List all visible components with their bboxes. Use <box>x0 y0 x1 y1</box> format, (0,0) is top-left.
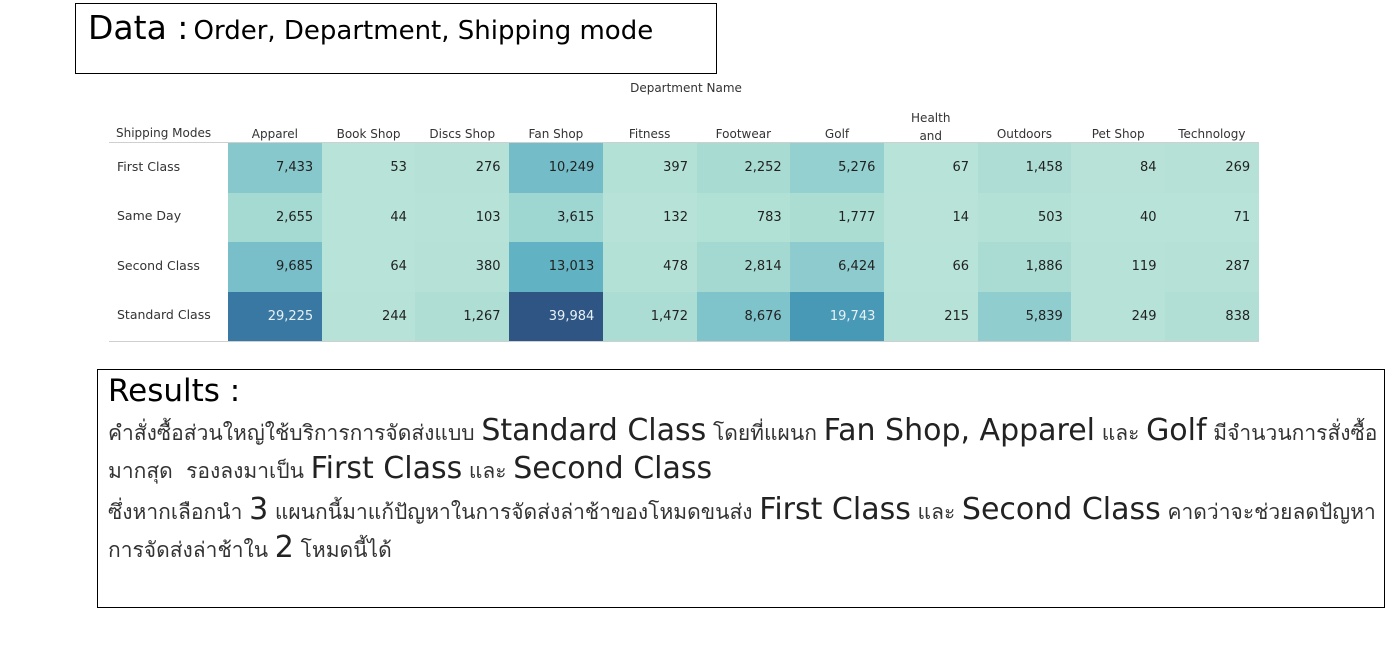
heatmap-cell: 2,655 <box>228 192 323 242</box>
heatmap-cell: 838 <box>1165 291 1260 341</box>
results-text-segment: First Class <box>310 451 463 486</box>
row-label: Second Class <box>117 257 200 273</box>
column-group-label: Department Name <box>630 81 742 95</box>
heatmap-cell: 3,615 <box>509 192 604 242</box>
column-header: Book Shop <box>336 127 401 141</box>
results-text-segment: มีจำนวนการสั่งซื้อมากสุด รองลงมาเป็น <box>108 421 1378 483</box>
heatmap-cell: 276 <box>415 143 510 193</box>
data-title-fields: Order, Department, Shipping mode <box>193 16 654 46</box>
header-divider <box>109 142 1259 143</box>
heatmap-cell: 132 <box>602 192 697 242</box>
heatmap-cell: 1,458 <box>977 143 1072 193</box>
heatmap-cell: 1,472 <box>602 291 697 341</box>
row-label: Same Day <box>117 208 182 224</box>
heatmap-cell: 287 <box>1165 242 1260 292</box>
heatmap-cell: 478 <box>602 242 697 292</box>
heatmap-cell: 397 <box>602 143 697 193</box>
heatmap-cell: 1,886 <box>977 242 1072 292</box>
heatmap-cell: 64 <box>321 242 416 292</box>
results-text-segment: โหมดนี้ได้ <box>293 538 392 562</box>
heatmap-cell: 6,424 <box>790 242 885 292</box>
column-header: Fitness <box>628 127 671 141</box>
heatmap-cell: 2,814 <box>696 242 791 292</box>
heatmap-cell: 71 <box>1165 192 1260 242</box>
column-header: Footwear <box>715 127 772 141</box>
heatmap-chart: Department Name Shipping Modes Apparel Bo… <box>109 78 1263 343</box>
heatmap-cell: 1,777 <box>790 192 885 242</box>
heatmap-cell: 14 <box>883 192 979 242</box>
heatmap-cell: 5,276 <box>790 143 885 193</box>
heatmap-cell: 215 <box>883 291 979 341</box>
column-header: Apparel <box>251 127 298 141</box>
results-paragraph-2: ซึ่งหากเลือกนำ 3 แผนกนี้มาแก้ปัญหาในการจ… <box>108 492 1384 568</box>
results-text-segment: 2 <box>274 530 294 565</box>
heatmap-cell: 7,433 <box>228 143 323 193</box>
results-text-segment: แผนกนี้มาแก้ปัญหาในการจัดส่งล่าช้าของโหม… <box>268 500 760 524</box>
bottom-divider <box>109 341 1259 342</box>
results-text-segment: คาดว่าจะช่วยลดปัญหาการจัดส่งล่าช้าใน <box>108 500 1376 562</box>
heatmap-cell: 380 <box>415 242 510 292</box>
row-header-title: Shipping Modes <box>116 126 212 140</box>
results-box: Results : คำสั่งซื้อส่วนใหญ่ใช้บริการการ… <box>97 369 1385 608</box>
heatmap-cell: 9,685 <box>228 242 323 292</box>
heatmap-cell: 44 <box>321 192 416 242</box>
heatmap-cell: 103 <box>415 192 510 242</box>
column-header: Discs Shop <box>429 127 496 141</box>
heatmap-cell: 66 <box>883 242 979 292</box>
data-title-label: Data : <box>88 8 189 47</box>
heatmap-cell: 119 <box>1071 242 1166 292</box>
results-text-segment: และ <box>910 500 962 524</box>
heatmap-cell: 783 <box>696 192 791 242</box>
results-paragraph-1: คำสั่งซื้อส่วนใหญ่ใช้บริการการจัดส่งแบบ … <box>108 413 1384 489</box>
heatmap-cell: 40 <box>1071 192 1166 242</box>
heatmap-cell: 8,676 <box>696 291 791 341</box>
heatmap-cell: 269 <box>1165 143 1260 193</box>
heatmap-cell: 1,267 <box>415 291 510 341</box>
heatmap-cell: 5,839 <box>977 291 1072 341</box>
results-text-segment: Golf <box>1146 413 1207 448</box>
column-header: Fan Shop <box>528 127 584 141</box>
column-header: Outdoors <box>996 127 1053 141</box>
row-label: First Class <box>117 158 181 174</box>
heatmap-cell: 13,013 <box>509 242 604 292</box>
results-text-segment: Second Class <box>961 492 1161 527</box>
results-text-segment: Fan Shop, Apparel <box>823 413 1096 448</box>
heatmap-cell: 244 <box>321 291 416 341</box>
results-text-segment: ซึ่งหากเลือกนำ <box>108 500 250 524</box>
results-text-segment: และ <box>1095 421 1147 445</box>
column-header: Golf <box>824 127 850 141</box>
heatmap-cell: 249 <box>1071 291 1166 341</box>
heatmap-cell: 2,252 <box>696 143 791 193</box>
results-text-segment: Standard Class <box>481 413 707 448</box>
heatmap-cell: 67 <box>883 143 979 193</box>
row-label: Standard Class <box>117 307 211 323</box>
results-text-segment: Second Class <box>513 451 713 486</box>
heatmap-cell: 39,984 <box>509 291 604 341</box>
column-header: Pet Shop <box>1091 127 1145 141</box>
results-text-segment: โดยที่แผนก <box>706 421 824 445</box>
results-text-segment: First Class <box>759 492 911 527</box>
column-header: Technology <box>1178 127 1246 141</box>
heatmap-cell: 53 <box>321 143 416 193</box>
heatmap-cell: 503 <box>977 192 1072 242</box>
heatmap-cell: 29,225 <box>228 291 323 341</box>
results-text-segment: และ <box>462 459 514 483</box>
data-title-box: Data : Order, Department, Shipping mode <box>75 3 717 74</box>
results-title: Results : <box>108 373 241 409</box>
heatmap-cell: 84 <box>1071 143 1166 193</box>
results-text-segment: คำสั่งซื้อส่วนใหญ่ใช้บริการการจัดส่งแบบ <box>108 421 482 445</box>
results-text-segment: 3 <box>249 492 269 527</box>
heatmap-cell: 10,249 <box>509 143 604 193</box>
heatmap-cell: 19,743 <box>790 291 885 341</box>
